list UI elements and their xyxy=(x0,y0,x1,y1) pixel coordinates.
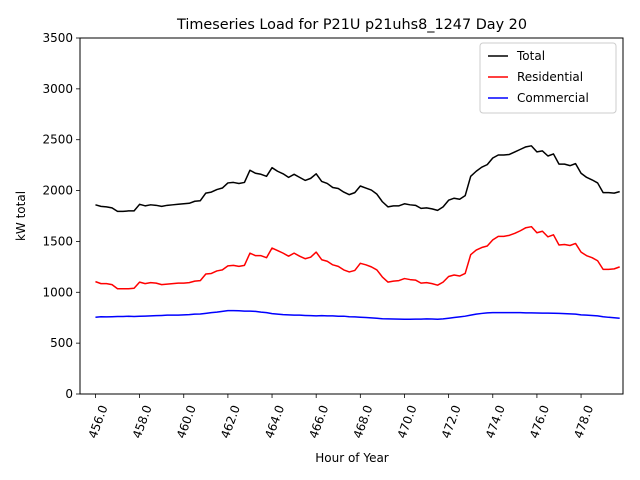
y-tick-label: 1500 xyxy=(42,234,73,248)
y-tick-label: 2500 xyxy=(42,133,73,147)
legend-label-total: Total xyxy=(516,49,545,63)
y-axis-label: kW total xyxy=(14,191,28,241)
y-tick-label: 0 xyxy=(65,387,73,401)
x-axis-label: Hour of Year xyxy=(315,451,389,465)
legend-box xyxy=(479,42,617,114)
chart-title: Timeseries Load for P21U p21uhs8_1247 Da… xyxy=(176,17,527,33)
plot-frame xyxy=(79,37,624,395)
legend-label-residential: Residential xyxy=(517,70,583,84)
y-tick-label: 3000 xyxy=(42,82,73,96)
y-tick-label: 1000 xyxy=(42,285,73,299)
series-line-total xyxy=(95,145,620,213)
legend: Total Residential Commercial xyxy=(479,42,617,114)
y-tick-label: 2000 xyxy=(42,184,73,198)
series-layer xyxy=(95,145,620,320)
series-line-commercial xyxy=(95,309,620,320)
series-line-residential xyxy=(95,225,620,290)
y-tick-label: 500 xyxy=(50,336,73,350)
legend-label-commercial: Commercial xyxy=(517,91,589,105)
y-axis: 0 500 1000 1500 2000 2500 3000 3500 xyxy=(42,31,80,401)
y-tick-label: 3500 xyxy=(42,31,73,45)
